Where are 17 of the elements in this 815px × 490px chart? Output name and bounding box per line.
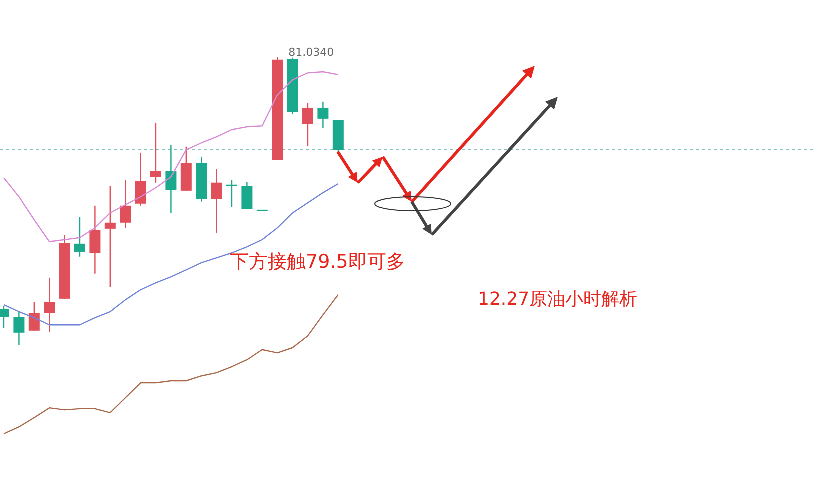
candlestick — [44, 277, 56, 333]
candlestick — [14, 310, 25, 346]
candlestick — [28, 301, 40, 332]
text: 12.27原油小时解析 — [478, 289, 638, 310]
annotation: 下方接触79.5即可多 — [230, 251, 406, 273]
candlestick — [135, 152, 146, 206]
candlestick — [104, 185, 116, 288]
candlestick — [150, 122, 162, 184]
annotation: 81.0340 — [288, 46, 334, 59]
candlestick — [318, 101, 329, 129]
candlestick — [120, 179, 132, 229]
candlestick — [166, 144, 177, 214]
candlestick — [74, 216, 86, 258]
candlestick — [242, 181, 253, 210]
candlestick — [90, 205, 101, 274]
candlestick — [302, 102, 314, 147]
candlestick — [211, 168, 222, 234]
